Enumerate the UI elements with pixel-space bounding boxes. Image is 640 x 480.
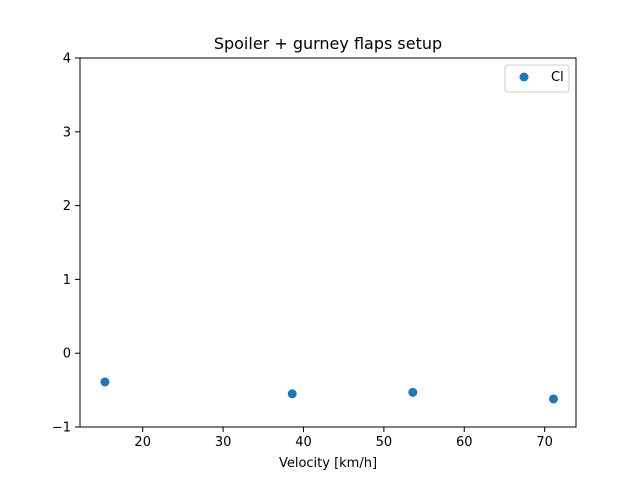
y-axis: −1 0 1 2 3 4 <box>52 52 80 436</box>
legend-box <box>504 64 570 93</box>
x-axis-label: Velocity [km/h] <box>279 456 377 471</box>
data-point <box>548 394 558 404</box>
legend: Cl <box>504 64 570 93</box>
y-tick-label: −1 <box>52 421 71 436</box>
y-tick-label: 2 <box>63 199 71 214</box>
x-tick-label: 20 <box>134 435 151 450</box>
x-tick-label: 30 <box>215 435 232 450</box>
x-tick-label: 50 <box>376 435 393 450</box>
legend-label: Cl <box>551 70 564 85</box>
data-point <box>408 387 418 397</box>
data-points <box>100 377 558 404</box>
x-axis: 20 30 40 50 60 70 <box>134 427 553 450</box>
y-tick-label: 0 <box>63 347 71 362</box>
chart-title: Spoiler + gurney flaps setup <box>214 34 442 53</box>
data-point <box>287 389 297 399</box>
data-point <box>100 377 110 387</box>
x-tick-label: 60 <box>456 435 473 450</box>
plot-area <box>80 58 576 427</box>
x-tick-label: 70 <box>536 435 553 450</box>
x-tick-label: 40 <box>295 435 312 450</box>
legend-marker <box>519 72 529 82</box>
plot-frame <box>79 57 577 428</box>
y-tick-label: 1 <box>63 273 71 288</box>
y-tick-label: 3 <box>63 125 71 140</box>
y-tick-label: 4 <box>63 52 71 67</box>
